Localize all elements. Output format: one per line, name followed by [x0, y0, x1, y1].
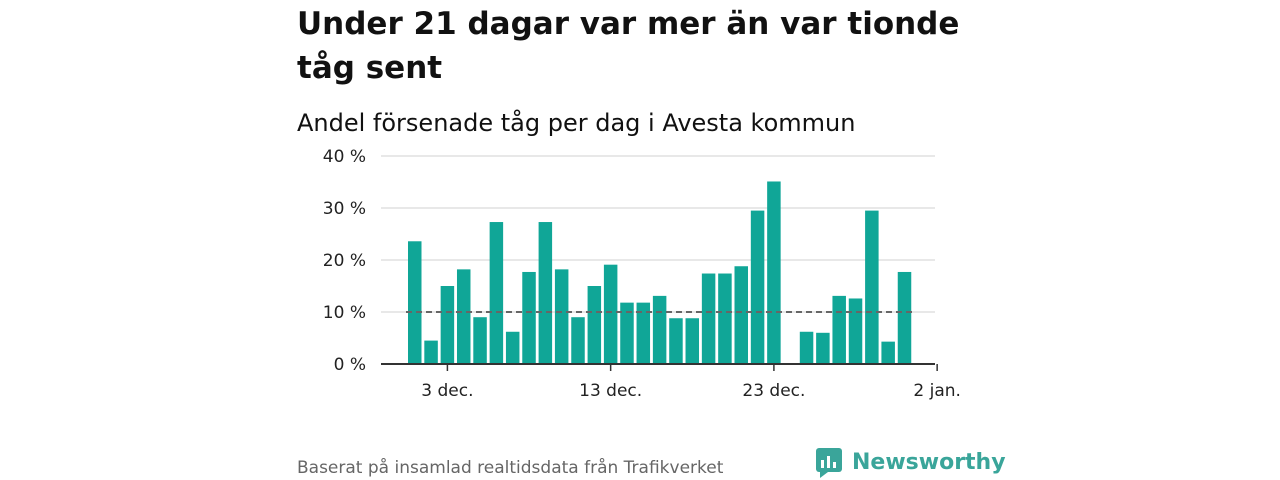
y-tick-label: 20 % — [323, 251, 366, 271]
x-tick-label: 2 jan. — [913, 381, 961, 401]
bar — [456, 269, 471, 364]
bar — [489, 222, 504, 364]
bar — [832, 295, 846, 364]
bar — [865, 210, 879, 364]
x-tick-label: 23 dec. — [742, 381, 805, 401]
bar — [669, 318, 683, 364]
chart-title: Under 21 dagar var mer än var tionde tåg… — [297, 6, 960, 86]
bar — [571, 317, 585, 364]
bar — [799, 331, 814, 364]
bar — [522, 271, 536, 364]
bar — [538, 222, 553, 364]
bar — [587, 286, 602, 364]
bar — [718, 273, 732, 364]
bar — [424, 340, 438, 364]
y-tick-label: 30 % — [323, 199, 366, 219]
bars — [408, 181, 912, 364]
bar — [897, 271, 912, 364]
bar — [750, 210, 765, 364]
bar — [816, 332, 830, 364]
y-tick-labels: 0 % 10 % 20 % 30 % 40 % — [323, 147, 366, 375]
bar — [652, 295, 667, 364]
bar — [554, 269, 569, 364]
bar — [881, 341, 895, 364]
bar — [505, 331, 520, 364]
bar — [701, 273, 716, 364]
bar — [767, 181, 781, 364]
bar-chart: 0 % 10 % 20 % 30 % 40 % 3 dec. 13 dec. 23 dec.… — [323, 147, 961, 401]
bar — [620, 302, 634, 364]
x-tick-label: 3 dec. — [421, 381, 473, 401]
bar — [734, 266, 748, 364]
brand-logo[interactable]: Newsworthy — [816, 447, 1006, 479]
bar — [408, 241, 422, 364]
x-tick-label: 13 dec. — [579, 381, 642, 401]
bar — [636, 302, 651, 364]
x-ticks: 3 dec. 13 dec. 23 dec. 2 jan. — [421, 364, 961, 401]
newsworthy-logo-icon — [816, 448, 842, 478]
bar — [848, 298, 863, 364]
brand-name: Newsworthy — [852, 450, 1006, 475]
bar — [440, 286, 455, 364]
bar — [603, 264, 618, 364]
source-note: Baserat på insamlad realtidsdata från Tr… — [297, 458, 724, 478]
y-tick-label: 10 % — [323, 303, 366, 323]
chart-subtitle: Andel försenade tåg per dag i Avesta kom… — [297, 109, 856, 137]
y-tick-label: 0 % — [334, 355, 366, 375]
y-tick-label: 40 % — [323, 147, 366, 167]
bar — [685, 318, 700, 364]
bar — [473, 317, 487, 364]
